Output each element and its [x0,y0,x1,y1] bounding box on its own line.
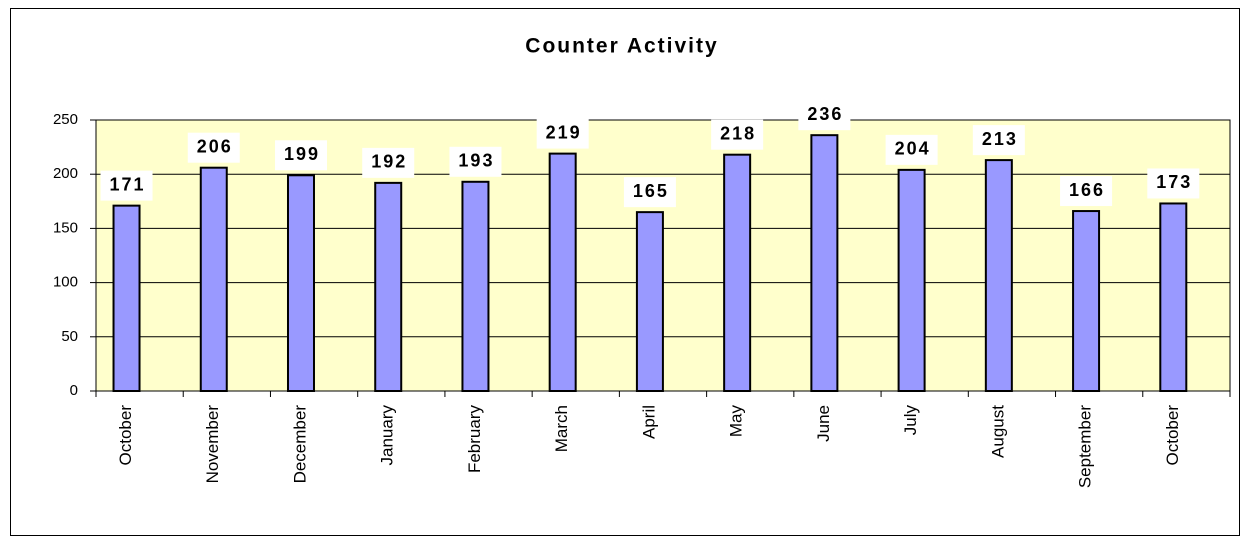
bar [112,204,141,392]
value-label: 213 [982,129,1018,149]
bar [199,166,228,392]
value-label-box [449,146,502,177]
x-tick-label: July [901,405,920,436]
y-tick-label: 100 [53,274,78,291]
x-tick-label: April [639,405,658,439]
x-tick-label: March [552,405,571,452]
y-tick-label: 0 [70,382,78,399]
x-tick-label: May [727,405,746,438]
value-label: 199 [284,144,320,164]
bar [984,159,1013,392]
x-tick-label: February [465,405,484,474]
value-label-box [1147,168,1200,199]
y-tick-label: 200 [53,165,78,182]
value-label-box [972,125,1025,156]
value-label-box [274,140,327,171]
y-tick-label: 50 [61,328,78,345]
bar [461,180,490,392]
x-tick-label: October [1163,405,1182,466]
value-label-box [798,100,851,131]
value-label: 219 [546,122,582,142]
x-tick-label: August [988,405,1007,458]
value-label: 173 [1156,172,1192,192]
value-label-box [1060,176,1113,207]
x-tick-label: October [116,405,135,466]
value-label: 193 [458,151,494,171]
value-label: 171 [110,174,146,194]
value-label-box [711,119,764,150]
x-tick-label: September [1076,405,1095,488]
bar [374,181,403,392]
bar [723,153,752,392]
x-tick-label: December [290,405,309,484]
value-label-box [623,177,676,208]
bar [1072,210,1101,392]
bar [1159,202,1188,392]
value-label-box [536,118,589,149]
chart-title: Counter Activity [525,35,718,58]
x-tick-label: June [814,405,833,442]
bar [286,174,315,392]
x-tick-label: November [203,405,222,484]
bar [635,211,664,392]
value-label: 236 [807,104,843,124]
value-label: 218 [720,123,756,143]
bar [897,168,926,392]
bar [810,134,839,392]
x-tick-label: January [378,405,397,466]
value-label-box [362,147,415,178]
value-label: 166 [1069,180,1105,200]
value-label: 206 [197,136,233,156]
value-label: 165 [633,181,669,201]
value-label-box [100,170,153,201]
y-tick-label: 150 [53,219,78,236]
bar [548,152,577,392]
y-tick-label: 250 [53,111,78,128]
value-label-box [187,132,240,163]
value-label: 192 [371,152,407,172]
value-label-box [885,134,938,165]
value-label: 204 [895,139,931,159]
